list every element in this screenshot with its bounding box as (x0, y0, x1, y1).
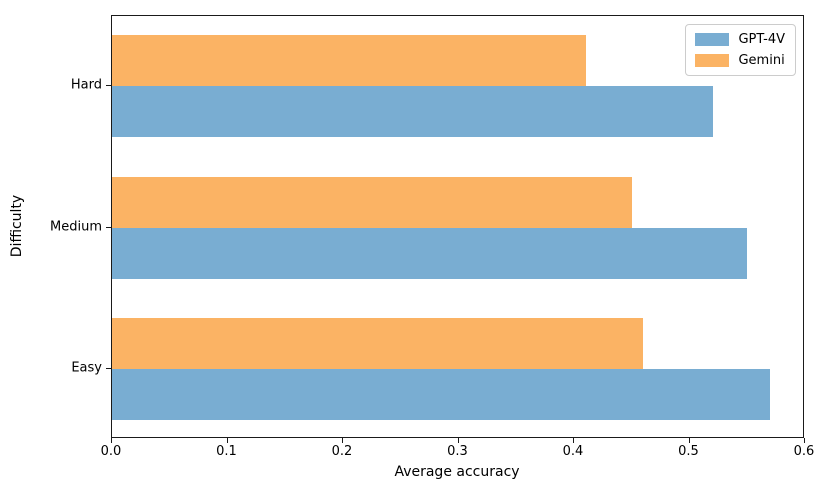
x-tick-mark (342, 438, 343, 443)
x-tick-mark (111, 438, 112, 443)
x-axis-label: Average accuracy (394, 464, 520, 480)
bar-medium-gemini (112, 176, 632, 228)
plot-area: GPT-4V Gemini (111, 15, 804, 438)
x-tick-label: 0.6 (793, 444, 815, 459)
legend-label: Gemini (738, 53, 785, 68)
bar-hard-gemini (112, 35, 586, 86)
legend-item-gpt-4v: GPT-4V (695, 32, 785, 47)
y-tick-label-medium: Medium (50, 219, 102, 235)
y-tick-mark (106, 85, 111, 86)
x-tick-mark (457, 438, 459, 443)
legend-item-gemini: Gemini (695, 53, 785, 68)
x-tick-label: 0.3 (447, 444, 468, 459)
bar-hard-gpt-4v (112, 86, 713, 137)
x-tick-label: 0.5 (678, 444, 699, 459)
y-tick-mark (106, 226, 111, 228)
y-tick-mark (106, 368, 111, 370)
legend-swatch-gpt-4v (695, 33, 730, 46)
x-tick-mark (226, 438, 228, 443)
y-tick-label-easy: Easy (71, 360, 102, 376)
bar-easy-gemini (112, 318, 644, 370)
x-tick-label: 0.1 (216, 444, 237, 459)
legend: GPT-4V Gemini (685, 24, 796, 76)
x-tick-mark (804, 438, 805, 443)
bar-medium-gpt-4v (112, 227, 748, 279)
y-axis-label: Difficulty (9, 194, 25, 258)
x-tick-label: 0.4 (562, 444, 584, 459)
x-tick-mark (573, 438, 574, 443)
legend-swatch-gemini (695, 54, 730, 67)
bar-easy-gpt-4v (112, 369, 771, 421)
legend-label: GPT-4V (738, 32, 785, 47)
x-tick-mark (688, 438, 690, 443)
x-tick-label: 0.0 (100, 444, 122, 459)
y-tick-label-hard: Hard (70, 77, 102, 93)
x-tick-label: 0.2 (331, 444, 353, 459)
